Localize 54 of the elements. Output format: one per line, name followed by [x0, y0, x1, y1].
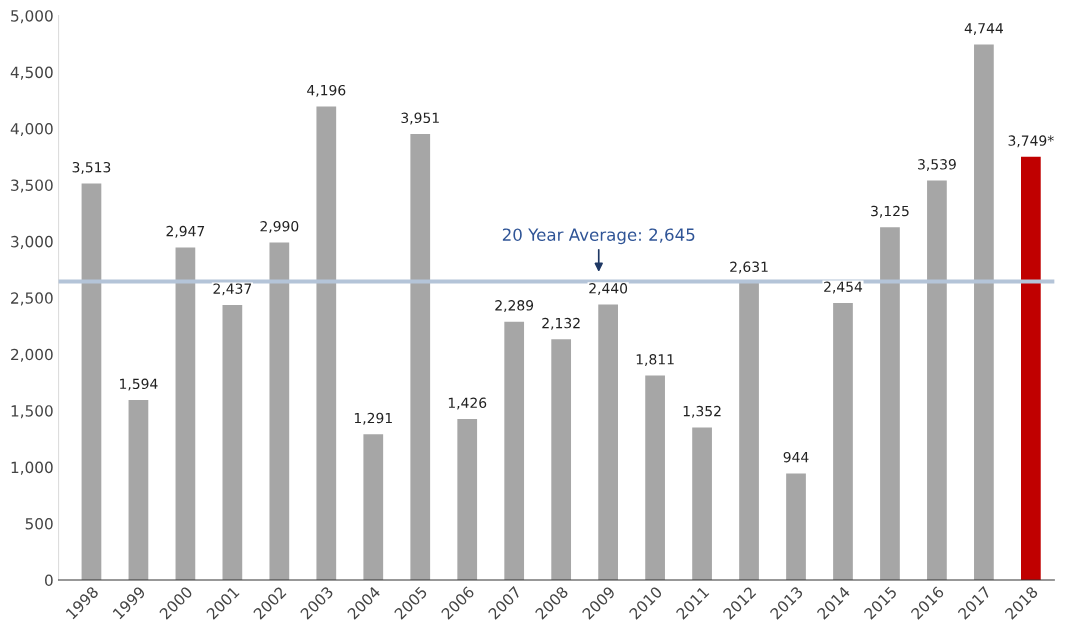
data-label: 1,352: [683, 405, 721, 418]
bar: [504, 321, 525, 580]
bar: [410, 134, 431, 580]
bar: [880, 227, 900, 580]
data-label: 1,811: [636, 354, 674, 366]
bar: [833, 303, 853, 580]
data-label: 2,132: [542, 317, 580, 330]
data-label: 1,291: [354, 412, 392, 425]
data-label: 3,539: [918, 159, 956, 171]
bar: [128, 400, 149, 580]
y-tick-label: 5,000: [11, 10, 53, 24]
data-label: 2,440: [589, 283, 628, 295]
data-label: 3,951: [401, 112, 439, 125]
data-label: 2,631: [730, 261, 768, 274]
data-label: 2,289: [495, 300, 534, 313]
bar: [316, 106, 337, 580]
bar: [363, 434, 384, 580]
y-tick-label: 3,000: [11, 235, 53, 249]
bar: [1021, 156, 1041, 580]
bar: [551, 339, 572, 580]
data-label: 1,594: [120, 378, 158, 391]
bar: [645, 375, 665, 580]
data-label: 944: [783, 451, 809, 463]
data-label: 4,744: [964, 23, 1003, 35]
y-tick-label: 1,500: [11, 405, 53, 419]
data-label: 3,513: [72, 161, 111, 174]
y-tick-label: 4,500: [10, 66, 53, 80]
bar: [175, 247, 196, 580]
bar: [269, 242, 290, 580]
y-tick-label: 2,000: [11, 348, 53, 362]
y-tick-label: 1,000: [11, 461, 53, 475]
ref-line-label: 20 Year Average: 2,645: [502, 228, 695, 245]
bar: [81, 183, 102, 580]
y-tick-label: 500: [25, 518, 53, 530]
data-label: 3,125: [871, 205, 909, 218]
y-tick-label: 4,000: [10, 123, 53, 137]
data-label: 2,437: [213, 283, 252, 296]
bar: [692, 427, 712, 580]
data-label: 2,947: [166, 225, 205, 238]
y-tick-label: 2,500: [11, 292, 53, 306]
data-label: 2,990: [260, 220, 299, 233]
y-tick-label: 0: [45, 574, 53, 586]
data-label: 3,749*: [1008, 135, 1054, 148]
data-label: 2,454: [824, 281, 863, 294]
bar: [222, 304, 243, 580]
bar: [457, 419, 478, 580]
y-tick-label: 3,500: [11, 179, 53, 193]
bar: [598, 304, 618, 580]
bar: [786, 473, 806, 580]
bar: [927, 180, 947, 580]
data-label: 1,426: [448, 397, 487, 410]
bar: [974, 44, 994, 580]
bar: [739, 283, 759, 580]
data-label: 4,196: [307, 84, 346, 97]
